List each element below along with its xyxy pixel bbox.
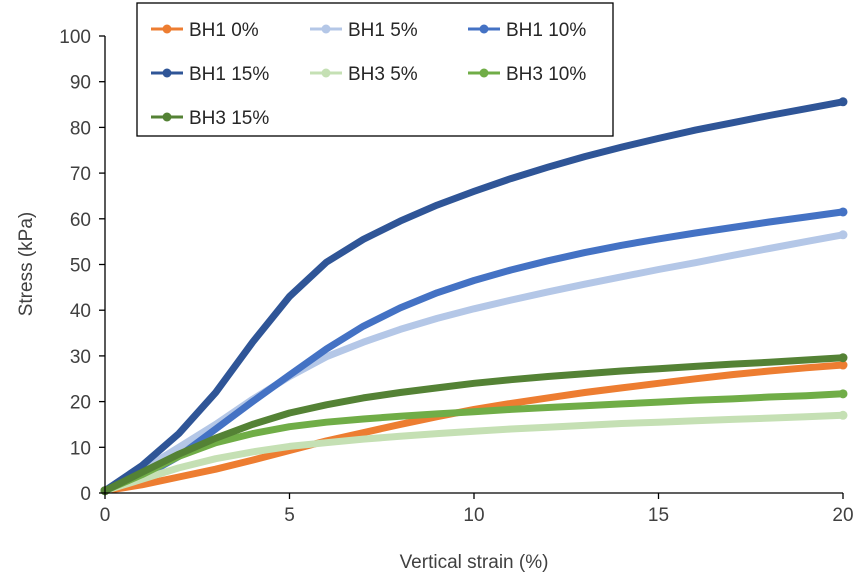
legend-swatch-marker xyxy=(162,68,172,78)
series-endpoint-bh3-10pct xyxy=(838,389,848,399)
legend-label: BH3 5% xyxy=(348,64,418,85)
legend-item: BH1 10% xyxy=(468,20,586,41)
x-tick-label: 0 xyxy=(100,505,111,526)
legend-swatch-marker xyxy=(479,24,489,34)
legend-label: BH1 0% xyxy=(189,20,259,41)
legend-label: BH1 5% xyxy=(348,20,418,41)
x-tick-label: 10 xyxy=(463,505,484,526)
y-tick-label: 30 xyxy=(70,347,91,368)
y-ticks: 0 10 20 30 40 50 60 70 80 90 100 xyxy=(59,27,105,505)
x-ticks: 0 5 10 15 20 xyxy=(100,493,854,526)
legend: BH1 0% BH1 5% BH1 10% BH1 15% BH3 5% BH3 10% B… xyxy=(136,2,614,137)
series-endpoint-bh3-15pct xyxy=(838,353,848,363)
series-line-bh3-15pct xyxy=(101,354,847,495)
series-line-bh3-10pct xyxy=(101,390,847,495)
series-endpoint-bh1-0pct xyxy=(838,360,848,370)
y-tick-label: 10 xyxy=(70,438,91,459)
y-tick-label: 0 xyxy=(80,484,91,505)
series-layer xyxy=(100,97,848,496)
y-tick-label: 60 xyxy=(70,210,91,231)
legend-swatch-marker xyxy=(162,24,172,34)
series-endpoint-bh1-15pct xyxy=(838,97,848,107)
legend-label: BH3 15% xyxy=(189,108,269,129)
series-line-bh3-5pct xyxy=(101,411,847,495)
legend-item: BH1 0% xyxy=(151,20,259,41)
legend-swatch-marker xyxy=(321,68,331,78)
y-tick-label: 80 xyxy=(70,118,91,139)
y-tick-label: 70 xyxy=(70,164,91,185)
x-tick-label: 15 xyxy=(648,505,669,526)
legend-box xyxy=(136,2,614,137)
legend-items: BH1 0% BH1 5% BH1 10% BH1 15% BH3 5% BH3 10% B… xyxy=(151,20,586,129)
y-tick-label: 90 xyxy=(70,73,91,94)
legend-item: BH3 15% xyxy=(151,108,269,129)
legend-item: BH3 5% xyxy=(310,64,418,85)
legend-label: BH1 15% xyxy=(189,64,269,85)
legend-label: BH1 10% xyxy=(506,20,586,41)
y-tick-label: 100 xyxy=(59,27,91,48)
legend-swatch-marker xyxy=(162,112,172,122)
legend-swatch-marker xyxy=(321,24,331,34)
y-tick-label: 50 xyxy=(70,256,91,277)
series-endpoint-bh3-5pct xyxy=(838,410,848,420)
series-line-bh1-15pct xyxy=(101,98,847,495)
series-line-bh1-10pct xyxy=(101,208,847,495)
x-axis-title: Vertical strain (%) xyxy=(400,552,549,573)
y-tick-label: 40 xyxy=(70,301,91,322)
legend-swatch-marker xyxy=(479,68,489,78)
x-tick-label: 5 xyxy=(284,505,295,526)
legend-item: BH1 15% xyxy=(151,64,269,85)
series-endpoint-bh1-5pct xyxy=(838,230,848,240)
legend-item: BH1 5% xyxy=(310,20,418,41)
legend-item: BH3 10% xyxy=(468,64,586,85)
y-tick-label: 20 xyxy=(70,393,91,414)
y-axis-title: Stress (kPa) xyxy=(16,212,37,317)
series-endpoint-bh1-10pct xyxy=(838,207,848,217)
x-tick-label: 20 xyxy=(832,505,853,526)
plot-area: 0 5 10 15 20 0 10 20 30 40 50 60 70 80 90 100 xyxy=(59,27,853,526)
legend-label: BH3 10% xyxy=(506,64,586,85)
